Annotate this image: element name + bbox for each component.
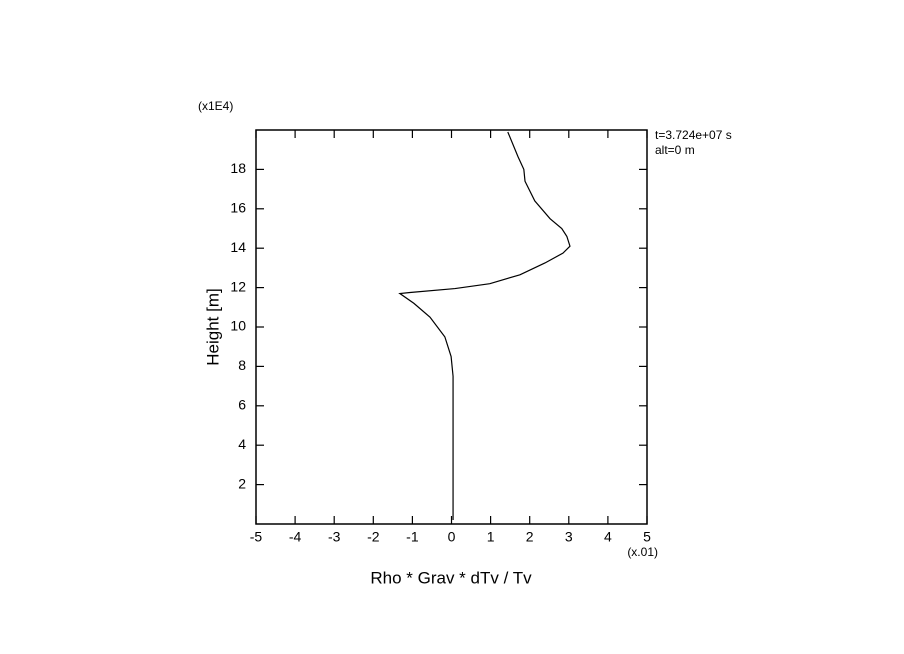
x-tick-label: -4 (289, 529, 302, 545)
y-tick-label: 4 (238, 436, 246, 452)
x-axis-label: Rho * Grav * dTv / Tv (370, 568, 532, 587)
y-tick-label: 16 (230, 200, 246, 216)
y-tick-label: 14 (230, 239, 246, 255)
x-tick-label: -1 (406, 529, 419, 545)
x-tick-label: 0 (448, 529, 456, 545)
y-multiplier: (x1E4) (198, 99, 233, 113)
y-tick-label: 10 (230, 318, 246, 334)
x-tick-label: -5 (250, 529, 263, 545)
x-tick-label: 3 (565, 529, 573, 545)
annotation: t=3.724e+07 s (655, 128, 732, 142)
y-tick-label: 2 (238, 475, 246, 491)
plot-frame (255, 129, 648, 525)
y-tick-label: 8 (238, 357, 246, 373)
x-tick-label: 5 (643, 529, 651, 545)
y-tick-label: 6 (238, 397, 246, 413)
x-multiplier: (x.01) (627, 545, 658, 559)
y-axis-label: Height [m] (203, 288, 222, 365)
y-tick-label: 12 (230, 278, 246, 294)
data-line (398, 131, 571, 521)
y-tick-label: 18 (230, 160, 246, 176)
annotation: alt=0 m (655, 143, 695, 157)
x-tick-label: -2 (367, 529, 380, 545)
x-tick-label: 4 (604, 529, 612, 545)
x-tick-label: 2 (526, 529, 534, 545)
x-tick-label: -3 (328, 529, 341, 545)
x-tick-label: 1 (487, 529, 495, 545)
